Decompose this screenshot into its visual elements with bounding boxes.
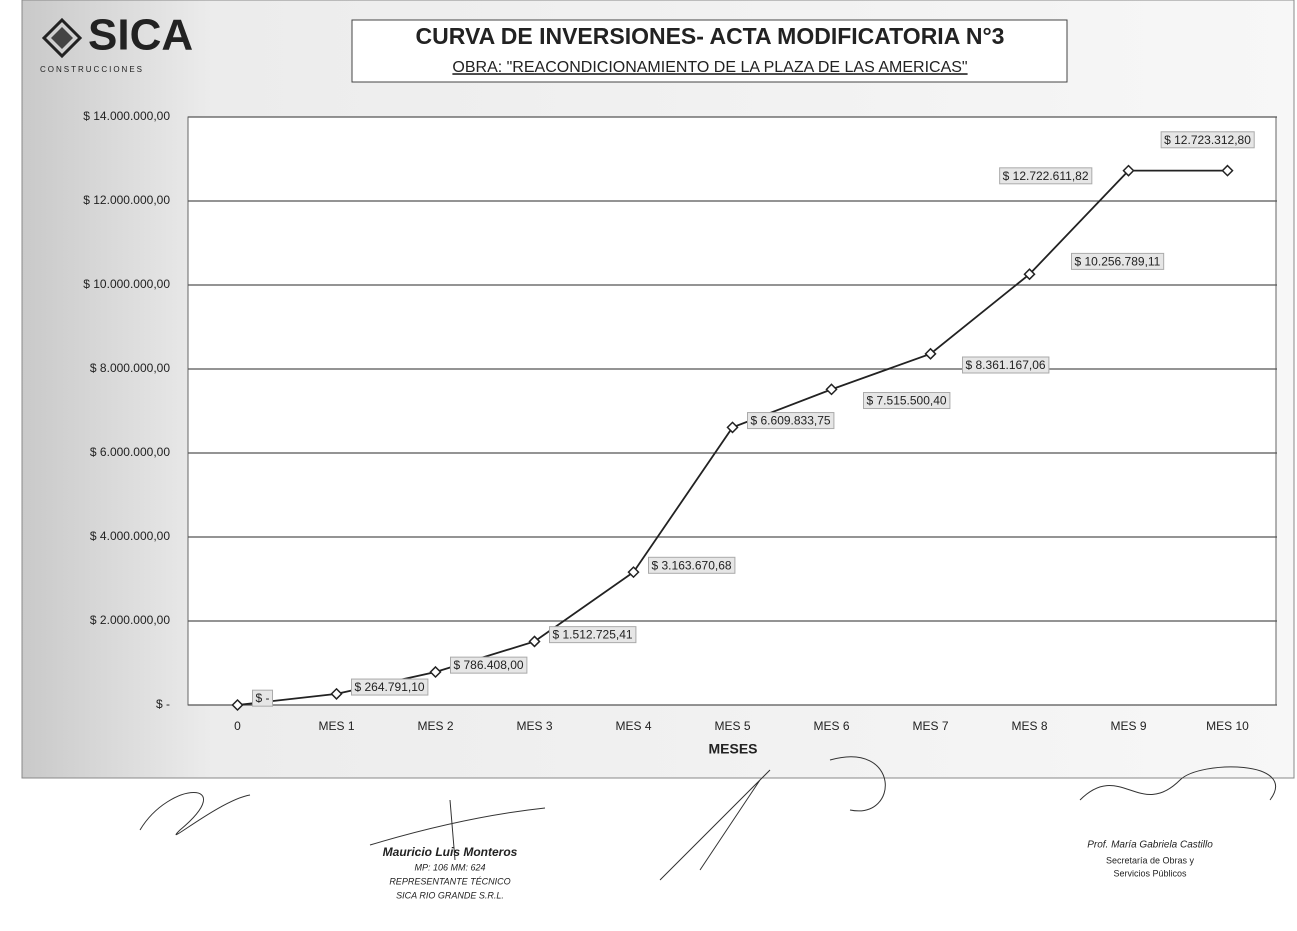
title-box xyxy=(351,19,1068,83)
y-tick-label: $ 8.000.000,00 xyxy=(90,361,170,375)
signature-line: MP: 106 MM: 624 xyxy=(414,862,485,872)
x-axis-label: MESES xyxy=(708,741,757,757)
value-label-box xyxy=(863,392,951,410)
chart-subtitle: OBRA: "REACONDICIONAMIENTO DE LA PLAZA D… xyxy=(452,59,967,76)
value-label-box xyxy=(648,556,736,574)
value-label-box xyxy=(549,626,637,644)
value-label-box xyxy=(450,656,528,674)
plot-area xyxy=(187,116,1277,706)
x-tick-label: MES 3 xyxy=(516,719,552,733)
value-label: $ 264.791,10 xyxy=(355,680,425,694)
y-tick-label: $ 4.000.000,00 xyxy=(90,529,170,543)
data-point xyxy=(528,635,541,648)
data-point xyxy=(1122,164,1135,177)
value-label: $ 786.408,00 xyxy=(454,658,524,672)
data-point xyxy=(924,347,937,360)
logo-icon xyxy=(41,17,83,59)
data-point xyxy=(627,566,640,579)
data-point xyxy=(1023,268,1036,281)
value-label: $ 10.256.789,11 xyxy=(1075,254,1161,268)
value-label: $ 7.515.500,40 xyxy=(867,394,947,408)
x-tick-label: MES 9 xyxy=(1110,719,1146,733)
signature-name: Mauricio Luis Monteros xyxy=(383,845,518,859)
x-tick-label: MES 10 xyxy=(1206,719,1249,733)
logo-icon xyxy=(51,27,73,49)
y-tick-label: $ 6.000.000,00 xyxy=(90,445,170,459)
y-tick-label: $ 14.000.000,00 xyxy=(83,109,170,123)
value-label: $ 6.609.833,75 xyxy=(751,414,831,428)
data-point xyxy=(1221,164,1234,177)
data-point xyxy=(726,421,739,434)
signature-line: Secretaría de Obras y xyxy=(1106,855,1195,865)
value-label: $ 1.512.725,41 xyxy=(553,628,633,642)
y-tick-label: $ 2.000.000,00 xyxy=(90,613,170,627)
signature-scribble xyxy=(659,756,886,881)
data-point xyxy=(825,383,838,396)
value-label-box xyxy=(962,356,1050,374)
x-tick-label: MES 5 xyxy=(714,719,750,733)
y-tick-label: $ 10.000.000,00 xyxy=(83,277,170,291)
signature-line: REPRESENTANTE TÉCNICO xyxy=(389,876,510,886)
value-label-box xyxy=(1071,252,1165,270)
value-label-box xyxy=(351,678,429,696)
value-label: $ - xyxy=(256,691,270,705)
value-label: $ 8.361.167,06 xyxy=(966,358,1046,372)
signature-scribble xyxy=(369,799,546,861)
signature-scribble xyxy=(1079,766,1277,801)
x-tick-label: 0 xyxy=(234,719,241,733)
value-label-box xyxy=(252,689,274,707)
value-label-box xyxy=(1160,131,1255,149)
x-tick-label: MES 1 xyxy=(318,719,354,733)
data-point xyxy=(330,687,343,700)
x-tick-label: MES 2 xyxy=(417,719,453,733)
logo-tagline: CONSTRUCCIONES xyxy=(40,65,144,74)
value-label-box xyxy=(747,412,835,430)
x-tick-label: MES 7 xyxy=(912,719,948,733)
value-label: $ 12.723.312,80 xyxy=(1164,133,1251,147)
chart-title: CURVA DE INVERSIONES- ACTA MODIFICATORIA… xyxy=(416,23,1005,49)
value-label: $ 12.722.611,82 xyxy=(1003,169,1089,183)
x-tick-label: MES 6 xyxy=(813,719,849,733)
x-tick-label: MES 4 xyxy=(615,719,651,733)
logo-name: SICA xyxy=(88,11,193,60)
y-tick-label: $ 12.000.000,00 xyxy=(83,193,170,207)
y-tick-label: $ - xyxy=(156,697,170,711)
data-point xyxy=(429,665,442,679)
signature-line: SICA RIO GRANDE S.R.L. xyxy=(396,890,504,900)
x-tick-label: MES 8 xyxy=(1011,719,1047,733)
signature-scribble xyxy=(139,792,251,836)
data-point xyxy=(231,698,244,712)
value-label: $ 3.163.670,68 xyxy=(652,558,732,572)
value-label-box xyxy=(999,167,1093,185)
signature-line: Servicios Públicos xyxy=(1113,868,1187,878)
signature-name: Prof. María Gabriela Castillo xyxy=(1087,840,1213,851)
